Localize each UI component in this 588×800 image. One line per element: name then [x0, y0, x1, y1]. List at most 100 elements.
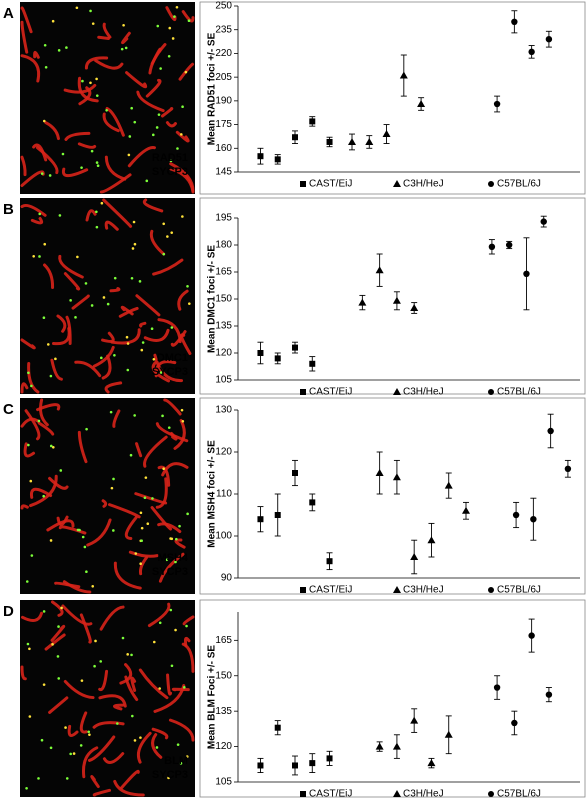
focus: [162, 467, 165, 471]
chromosome: [109, 287, 121, 293]
chromosome: [101, 331, 115, 343]
y-tick-label: 190: [215, 95, 232, 106]
chromosome: [160, 107, 174, 118]
focus: [126, 653, 129, 656]
chromosome: [20, 20, 29, 54]
legend-marker: [488, 389, 494, 395]
focus: [181, 419, 185, 423]
chromosome: [67, 724, 79, 738]
focus: [56, 655, 60, 658]
y-axis-label: Mean DMC1 foci +/- SE: [207, 245, 218, 353]
chromosome: [134, 492, 168, 505]
y-tick-label: 130: [215, 405, 232, 416]
marker-triangle: [427, 759, 436, 767]
focus: [131, 714, 134, 718]
focus: [151, 133, 155, 137]
stain-label: RAD51: [152, 152, 188, 164]
focus: [42, 119, 46, 123]
y-tick-label: 205: [215, 72, 232, 83]
focus: [61, 152, 65, 156]
marker-triangle: [392, 296, 401, 304]
chromosome: [37, 421, 55, 436]
focus: [139, 511, 143, 515]
marker-circle: [547, 427, 554, 435]
focus: [51, 19, 55, 23]
focus: [175, 537, 178, 541]
focus: [100, 201, 104, 205]
focus: [65, 777, 69, 780]
legend-marker: [300, 587, 306, 593]
chromosome: [74, 360, 102, 378]
focus: [176, 147, 179, 150]
marker-triangle: [399, 71, 408, 79]
focus: [110, 486, 114, 490]
chromosome: [79, 711, 88, 734]
chromosome: [97, 35, 110, 41]
chromosome: [56, 314, 67, 333]
marker-triangle: [375, 266, 384, 274]
marker-square: [257, 153, 264, 160]
focus: [173, 15, 176, 18]
legend-label: C57BL/6J: [497, 585, 541, 596]
focus: [43, 242, 47, 246]
chromosome: [39, 398, 49, 427]
stain-label: SYCP3: [152, 566, 188, 578]
marker-square: [274, 724, 281, 731]
stain-label: MSH4: [157, 552, 188, 564]
focus: [167, 776, 170, 780]
chromosome: [29, 474, 58, 508]
focus: [28, 715, 32, 718]
chromosome: [143, 328, 170, 342]
marker-triangle: [358, 298, 367, 306]
focus: [113, 276, 117, 280]
chromosome: [158, 552, 185, 583]
focus: [95, 161, 99, 164]
marker-triangle: [462, 506, 470, 514]
chromosome: [138, 556, 149, 576]
focus: [60, 606, 63, 610]
y-tick-label: 120: [215, 741, 232, 752]
focus: [95, 77, 98, 81]
legend-label: C57BL/6J: [497, 387, 541, 398]
focus: [140, 348, 144, 352]
legend-marker: [393, 180, 401, 187]
chromosome: [119, 663, 133, 685]
chromosome: [153, 353, 184, 383]
chromosome: [48, 476, 69, 490]
legend-label: C57BL/6J: [497, 179, 541, 190]
chromosome: [181, 10, 195, 23]
chromosome: [136, 731, 152, 764]
focus: [185, 755, 189, 758]
focus: [85, 570, 88, 574]
chromosome: [61, 604, 93, 626]
focus: [91, 584, 95, 588]
marker-square: [326, 755, 333, 762]
chromosome: [113, 703, 125, 711]
focus: [40, 172, 44, 175]
focus: [32, 254, 35, 258]
chromosome: [104, 155, 127, 181]
chromosome: [108, 503, 141, 519]
chromosome: [20, 54, 41, 83]
focus: [30, 384, 33, 388]
chromosome: [174, 538, 186, 549]
focus: [180, 408, 184, 412]
marker-triangle: [417, 100, 426, 108]
chromosome: [98, 669, 109, 692]
focus: [76, 528, 80, 532]
marker-circle: [505, 241, 513, 249]
legend-label: CAST/EiJ: [309, 179, 352, 190]
chart-frame: [199, 1, 586, 195]
chromosome: [92, 788, 112, 797]
marker-circle: [530, 516, 537, 523]
marker-triangle: [410, 304, 419, 311]
focus: [181, 105, 184, 109]
focus: [25, 580, 29, 583]
legend-marker: [488, 791, 494, 797]
focus: [65, 46, 68, 49]
y-tick-label: 160: [215, 143, 232, 154]
chromosome: [175, 130, 190, 143]
marker-triangle: [410, 716, 419, 724]
focus: [30, 554, 34, 557]
marker-triangle: [375, 742, 384, 750]
